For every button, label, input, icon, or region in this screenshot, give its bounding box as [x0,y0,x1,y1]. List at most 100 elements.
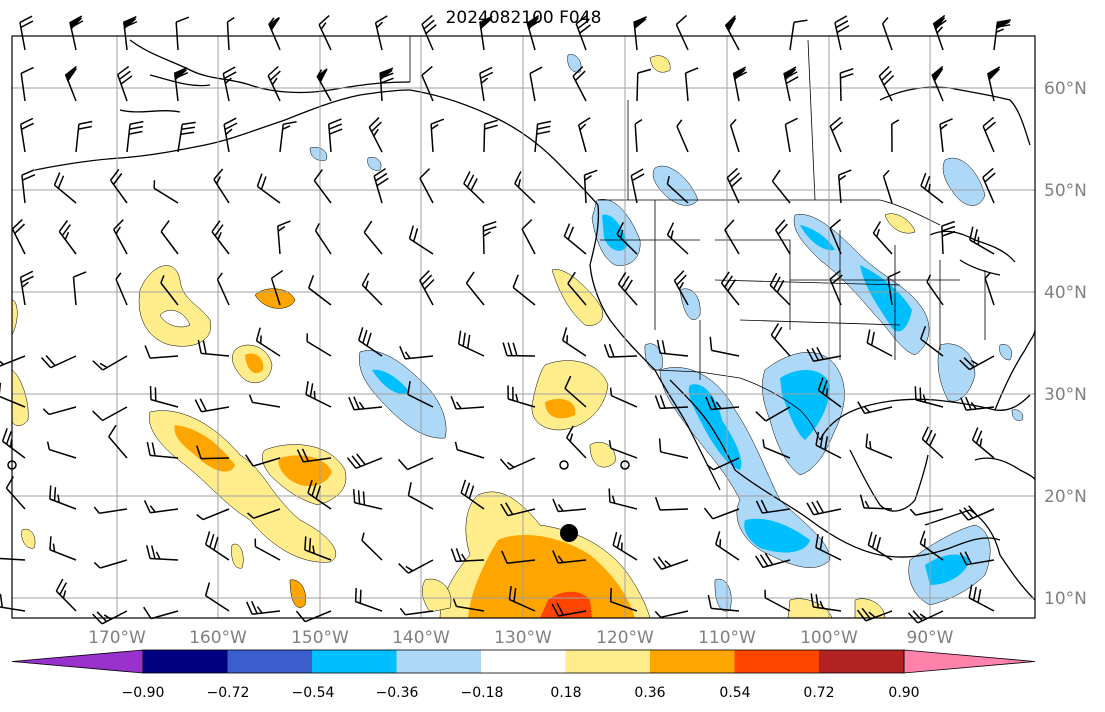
wind-barb [856,607,893,622]
wind-barb [608,440,638,459]
wind-barb [256,173,281,204]
colorbar-tick-label: 0.36 [634,685,665,701]
positive-field-small-8 [21,528,36,549]
wind-barb [296,448,332,463]
wind-barb [465,271,485,306]
wind-barb [368,117,383,153]
wind-barb [407,381,434,408]
wind-barb [720,271,740,306]
lon-label: 100°W [800,628,858,648]
wind-barb [42,406,77,416]
wind-barb [109,169,128,204]
colorbar-outline [142,649,905,674]
wind-barb [567,271,587,306]
wind-barb [724,15,740,51]
wind-barb [419,270,435,306]
wind-barb [971,427,995,459]
wind-barb [483,119,498,153]
calm-wind-circle [620,460,630,470]
positive-field-east-pacific-core [545,398,576,419]
wind-barb [926,274,944,306]
wind-barb [769,272,791,306]
positive-field-alaska [649,55,671,73]
wind-barb [666,176,689,204]
wind-barb [452,598,485,612]
coastline-mexico [734,469,1001,558]
colorbar-tick-labels: −0.90 −0.72 −0.54 −0.36 −0.18 0.18 0.36 … [122,685,920,701]
colorbar-tick-label: 0.54 [719,685,750,701]
lat-label: 10°N [1044,589,1087,609]
wind-barb [58,220,77,255]
negative-field-canada [652,166,699,206]
wind-barb [865,433,893,459]
wind-barb [408,225,434,255]
wind-barb [450,395,485,410]
lat-label: 50°N [1044,181,1087,201]
wind-barb [882,169,893,204]
wind-barb [968,584,995,612]
colorbar: −0.90 −0.72 −0.54 −0.36 −0.18 0.18 0.36 … [11,649,1036,701]
shaded-fields [11,54,1024,619]
wind-barb [887,270,901,306]
wind-barb [764,589,791,612]
wind-barb [563,223,587,255]
wind-barb [636,68,652,102]
colorbar-tick-label: −0.36 [376,685,419,701]
negative-field-northwest-core [602,214,628,251]
positive-field-small-2-core [245,353,264,374]
graticule [12,36,1035,618]
coastline-central-america [924,509,1036,601]
wind-barb [982,116,996,153]
wind-barb [564,375,587,408]
wind-barb [603,343,638,358]
boundary-us-canada [598,199,941,226]
wind-barb [49,485,77,510]
wind-barb [279,120,297,153]
wind-barb [755,499,791,514]
wind-barb [352,489,383,510]
colorbar-tick-label: −0.72 [207,685,250,701]
wind-barb [328,118,343,153]
wind-barb [706,457,740,471]
wind-barb [551,602,587,617]
colorbar-tick-label: −0.54 [292,685,335,701]
wind-barb [20,66,34,102]
wind-barb [399,346,434,360]
wind-barb [55,578,77,612]
wind-barb [566,425,587,459]
wind-barb [507,385,536,408]
wind-barb [552,550,587,564]
colorbar-swatch [565,650,651,673]
wind-barb [146,441,179,459]
wind-barb [93,559,128,569]
wind-barb [783,66,799,102]
wind-barb [246,508,281,519]
wind-barb [839,67,854,102]
wind-barb [501,550,536,564]
wind-barb [829,269,843,306]
wind-barb [117,65,133,102]
wind-barb [211,220,230,255]
lat-label: 30°N [1044,385,1087,405]
colorbar-extend-high [903,649,1036,674]
wind-barb [479,66,494,102]
wind-barb [939,118,953,153]
colorbar-tick-label: 0.18 [550,685,581,701]
wind-barb [295,610,332,623]
wind-barb [959,551,995,566]
wind-barb [583,169,598,204]
wind-barb [634,118,643,153]
wind-barb [867,531,893,561]
lon-label: 120°W [596,628,654,648]
wind-barb [64,65,77,102]
wind-barb [658,438,689,459]
wind-barb [920,326,944,357]
wind-barb [255,327,281,357]
coastline-gulf [819,394,1031,512]
negative-field-canada-east [942,158,986,206]
wind-barb [616,221,638,255]
colorbar-swatch [312,650,397,673]
negative-field-texas-core [780,369,830,440]
wind-barb [277,220,291,255]
wind-barb [959,355,995,371]
